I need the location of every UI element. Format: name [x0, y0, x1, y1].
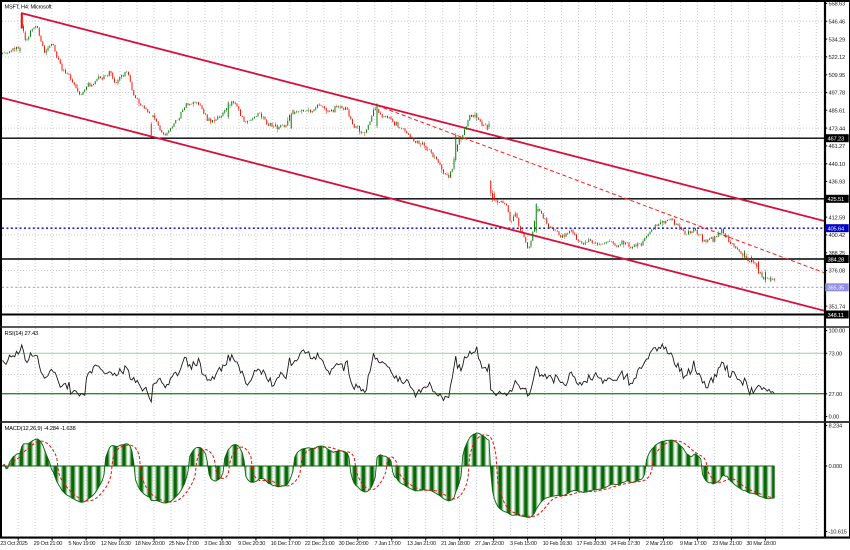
- svg-text:13 Jan 21:00: 13 Jan 21:00: [407, 541, 436, 547]
- svg-text:509.95: 509.95: [829, 73, 846, 79]
- svg-text:546.46: 546.46: [829, 20, 846, 26]
- svg-text:18 Nov 20:00: 18 Nov 20:00: [135, 541, 165, 547]
- svg-text:27.00: 27.00: [829, 392, 843, 398]
- svg-text:22 Dec 21:00: 22 Dec 21:00: [305, 541, 335, 547]
- svg-text:17 Feb 20:30: 17 Feb 20:30: [577, 541, 607, 547]
- svg-text:-10.615: -10.615: [829, 530, 847, 536]
- svg-text:73.00: 73.00: [829, 352, 843, 358]
- svg-text:30 Mar 18:00: 30 Mar 18:00: [746, 541, 776, 547]
- svg-text:436.93: 436.93: [829, 180, 846, 186]
- svg-text:351.74: 351.74: [829, 304, 847, 310]
- svg-text:534.29: 534.29: [829, 37, 846, 43]
- svg-text:473.44: 473.44: [829, 126, 847, 132]
- svg-text:9 Dec 20:30: 9 Dec 20:30: [238, 541, 265, 547]
- svg-text:425.51: 425.51: [828, 197, 845, 203]
- svg-text:30 Dec 20:00: 30 Dec 20:00: [339, 541, 369, 547]
- svg-text:467.23: 467.23: [828, 137, 845, 143]
- svg-text:400.42: 400.42: [829, 233, 846, 239]
- svg-text:485.61: 485.61: [829, 109, 846, 115]
- svg-text:16 Dec 17:00: 16 Dec 17:00: [271, 541, 301, 547]
- svg-text:21 Jan 18:00: 21 Jan 18:00: [441, 541, 470, 547]
- svg-text:449.10: 449.10: [829, 162, 846, 168]
- svg-text:RSI(14) 27.43: RSI(14) 27.43: [5, 331, 39, 337]
- svg-text:2 Mar 21:00: 2 Mar 21:00: [646, 541, 673, 547]
- svg-text:388.25: 388.25: [829, 251, 846, 257]
- svg-text:365.35: 365.35: [828, 286, 845, 292]
- svg-text:376.08: 376.08: [829, 269, 846, 275]
- svg-text:461.27: 461.27: [829, 144, 846, 150]
- svg-text:7 Jan 17:00: 7 Jan 17:00: [374, 541, 400, 547]
- svg-text:3 Feb 15:00: 3 Feb 15:00: [510, 541, 537, 547]
- svg-text:24 Feb 17:30: 24 Feb 17:30: [610, 541, 640, 547]
- svg-text:10 Feb 16:30: 10 Feb 16:30: [543, 541, 573, 547]
- svg-text:412.59: 412.59: [829, 215, 846, 221]
- svg-text:3 Dec 16:30: 3 Dec 16:30: [204, 541, 231, 547]
- svg-text:0.00: 0.00: [829, 415, 839, 421]
- svg-text:9 Mar 17:00: 9 Mar 17:00: [680, 541, 707, 547]
- svg-text:25 Nov 17:00: 25 Nov 17:00: [169, 541, 199, 547]
- svg-text:5 Nov 19:00: 5 Nov 19:00: [68, 541, 95, 547]
- svg-text:8.234: 8.234: [829, 424, 843, 430]
- svg-text:100.00: 100.00: [829, 329, 846, 335]
- svg-text:29 Oct 21:00: 29 Oct 21:00: [34, 541, 63, 547]
- svg-text:405.64: 405.64: [828, 227, 846, 233]
- svg-text:522.12: 522.12: [829, 55, 846, 61]
- svg-text:348.11: 348.11: [828, 313, 844, 319]
- svg-text:23 Mar 21:00: 23 Mar 21:00: [712, 541, 742, 547]
- svg-text:MSFT, H4: Microsoft: MSFT, H4: Microsoft: [5, 5, 53, 11]
- svg-text:27 Jan 22:00: 27 Jan 22:00: [475, 541, 504, 547]
- svg-text:0.000: 0.000: [829, 464, 843, 470]
- svg-text:497.78: 497.78: [829, 91, 846, 97]
- svg-text:MACD(12,26,9) -4.284 -1.638: MACD(12,26,9) -4.284 -1.638: [5, 426, 76, 432]
- svg-text:12 Nov 16:30: 12 Nov 16:30: [101, 541, 131, 547]
- svg-text:558.63: 558.63: [829, 2, 846, 8]
- svg-text:384.28: 384.28: [828, 257, 845, 263]
- svg-text:23 Oct 2025: 23 Oct 2025: [0, 541, 27, 547]
